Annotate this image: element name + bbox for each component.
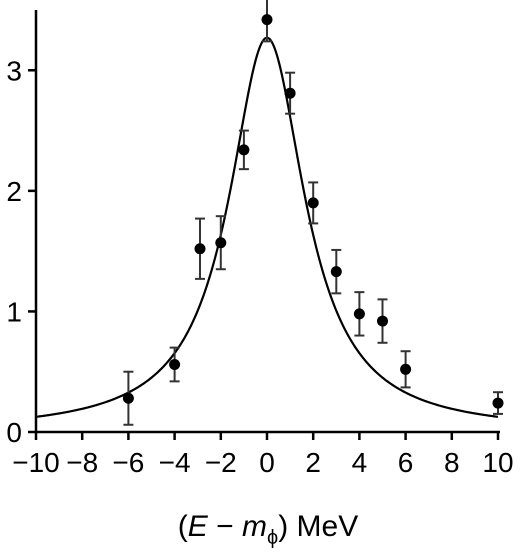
data-point-group: [261, 0, 273, 43]
data-point: [377, 315, 388, 327]
data-point: [400, 363, 412, 375]
data-point: [261, 14, 273, 26]
y-tick-label: 3: [6, 55, 22, 86]
y-tick-label: 2: [6, 176, 22, 207]
data-points-layer: [122, 0, 504, 426]
x-tick-label: −2: [205, 447, 237, 478]
data-point-group: [122, 370, 134, 426]
x-tick-label: −8: [66, 447, 98, 478]
x-tick-label: 6: [398, 447, 414, 478]
fit-curve-layer: [35, 36, 499, 418]
x-tick-label: 0: [259, 447, 275, 478]
data-point: [492, 397, 504, 409]
data-point-group: [194, 217, 206, 280]
data-point-group: [400, 350, 412, 389]
x-tick-label: −4: [159, 447, 191, 478]
data-point: [169, 358, 181, 370]
data-point-group: [377, 298, 388, 344]
x-tick-label: 10: [482, 447, 513, 478]
axes: [28, 10, 500, 440]
data-point-group: [169, 346, 181, 383]
x-tick-label: 4: [352, 447, 368, 478]
data-point-group: [238, 129, 250, 171]
data-point-group: [353, 291, 365, 337]
fit-curve: [35, 36, 499, 418]
data-point-group: [330, 248, 342, 295]
data-point: [307, 197, 319, 209]
data-point: [238, 144, 250, 156]
data-point: [122, 392, 134, 404]
x-tick-label: 8: [444, 447, 460, 478]
data-point-group: [307, 181, 319, 225]
x-tick-label: −10: [12, 447, 60, 478]
data-point: [284, 87, 296, 99]
data-point-group: [215, 215, 227, 271]
y-tick-label: 1: [6, 296, 22, 327]
data-point-group: [492, 391, 504, 415]
data-point: [215, 237, 227, 249]
y-tick-label: 0: [6, 417, 22, 448]
x-tick-label: 2: [305, 447, 321, 478]
data-point: [353, 308, 365, 320]
x-axis-title: (E − mϕ) MeV: [178, 510, 358, 549]
data-point: [194, 243, 206, 255]
data-point-group: [284, 71, 296, 115]
data-point: [330, 266, 342, 278]
x-tick-label: −6: [112, 447, 144, 478]
